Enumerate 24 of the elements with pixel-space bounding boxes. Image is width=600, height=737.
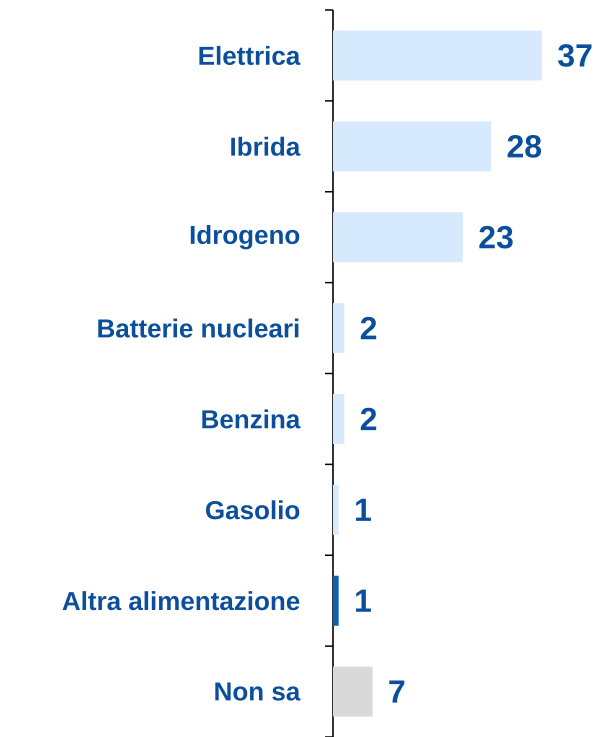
data-label: 7 bbox=[389, 680, 404, 703]
y-tick-label: Ibrida bbox=[231, 136, 300, 156]
bar bbox=[333, 212, 463, 262]
y-tick-label: Altra alimentazione bbox=[62, 591, 300, 610]
y-tick-label: Benzina bbox=[202, 409, 300, 428]
data-label: 1 bbox=[356, 590, 371, 612]
bar bbox=[333, 666, 373, 717]
data-label: 37 bbox=[558, 44, 592, 67]
data-label: 23 bbox=[479, 226, 513, 249]
bar bbox=[333, 394, 344, 444]
data-label: 1 bbox=[356, 498, 371, 521]
y-tick-label: Gasolio bbox=[206, 500, 300, 520]
y-tick-label: Elettrica bbox=[199, 46, 300, 65]
y-tick-label: Idrogeno bbox=[190, 225, 300, 250]
bar bbox=[333, 30, 542, 80]
bar bbox=[333, 576, 339, 626]
y-tick-label: Batterie nucleari bbox=[98, 318, 298, 338]
data-label: 2 bbox=[360, 316, 376, 340]
bar bbox=[333, 484, 339, 535]
data-label: 28 bbox=[508, 135, 542, 158]
data-label: 2 bbox=[360, 408, 376, 430]
bar bbox=[333, 303, 344, 354]
bar bbox=[333, 121, 492, 172]
y-tick-label: Non sa bbox=[215, 682, 300, 701]
